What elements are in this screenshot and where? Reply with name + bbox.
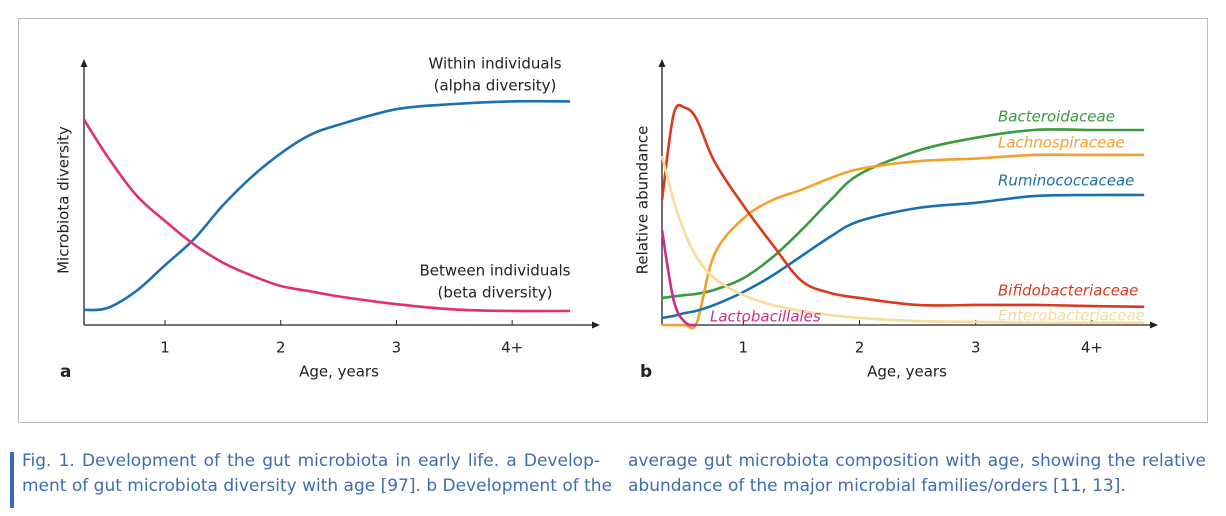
series-label: Bifidobacteriaceae: [998, 282, 1138, 300]
caption-line: average gut microbiota composition with …: [628, 451, 1206, 471]
x-tick-label: 2: [855, 339, 865, 357]
caption-text: Development of the gut microbiota in ear…: [82, 451, 601, 471]
figure-frame: [18, 18, 1208, 423]
series-label: Bacteroidaceae: [998, 108, 1115, 126]
caption-col-1: Fig. 1. Development of the gut microbiot…: [22, 449, 613, 499]
x-tick-label: 4+: [1081, 339, 1103, 357]
x-tick-label: 3: [392, 339, 402, 357]
series-line: [661, 193, 1145, 320]
figure: 1 2 3 4+ Age, years Microbiota diversity a With…: [18, 18, 1208, 423]
y-axis-label: Microbiota diversity: [55, 126, 73, 274]
x-tick-label: 1: [739, 339, 749, 357]
series-label: Between individuals: [419, 262, 570, 280]
caption-bar: [10, 452, 14, 508]
x-axis-label: Age, years: [867, 363, 947, 381]
x-tick-label: 3: [971, 339, 981, 357]
x-axis-label: Age, years: [299, 363, 379, 381]
series-line: [82, 118, 571, 313]
series-sublabel: (alpha diversity): [434, 77, 557, 95]
caption-col-2: average gut microbiota composition with …: [628, 449, 1206, 499]
series-label: Within individuals: [428, 55, 561, 73]
caption-line: ment of gut microbiota diversity with ag…: [22, 476, 613, 496]
series-label: Enterobacteriaceae: [998, 307, 1145, 325]
series-line: [83, 99, 571, 312]
y-axis-arrow: [658, 59, 666, 67]
series-line: [661, 153, 1145, 330]
caption-line: Fig. 1. Development of the gut microbiot…: [22, 449, 600, 474]
y-axis-label: Relative abundance: [634, 126, 652, 275]
series-line: [661, 128, 1145, 300]
panel-letter: b: [640, 362, 652, 382]
x-axis-arrow: [1150, 321, 1158, 329]
x-tick-label: 2: [276, 339, 286, 357]
x-tick-label: 4+: [501, 339, 523, 357]
y-axis-arrow: [80, 59, 88, 67]
series-sublabel: (beta diversity): [438, 284, 553, 302]
caption-line: abundance of the major microbial familie…: [628, 476, 1126, 496]
series-label: Lachnospiraceae: [998, 134, 1125, 152]
x-axis-arrow: [592, 321, 600, 329]
series-line: [660, 229, 698, 327]
series-label: Ruminococcaceae: [998, 172, 1134, 190]
series-line: [660, 155, 1145, 325]
panel-letter: a: [60, 362, 71, 382]
x-tick-label: 1: [160, 339, 170, 357]
series-line: [660, 103, 1145, 309]
caption-label: Fig. 1.: [22, 451, 75, 471]
series-label: Lactobacillales: [710, 308, 821, 326]
